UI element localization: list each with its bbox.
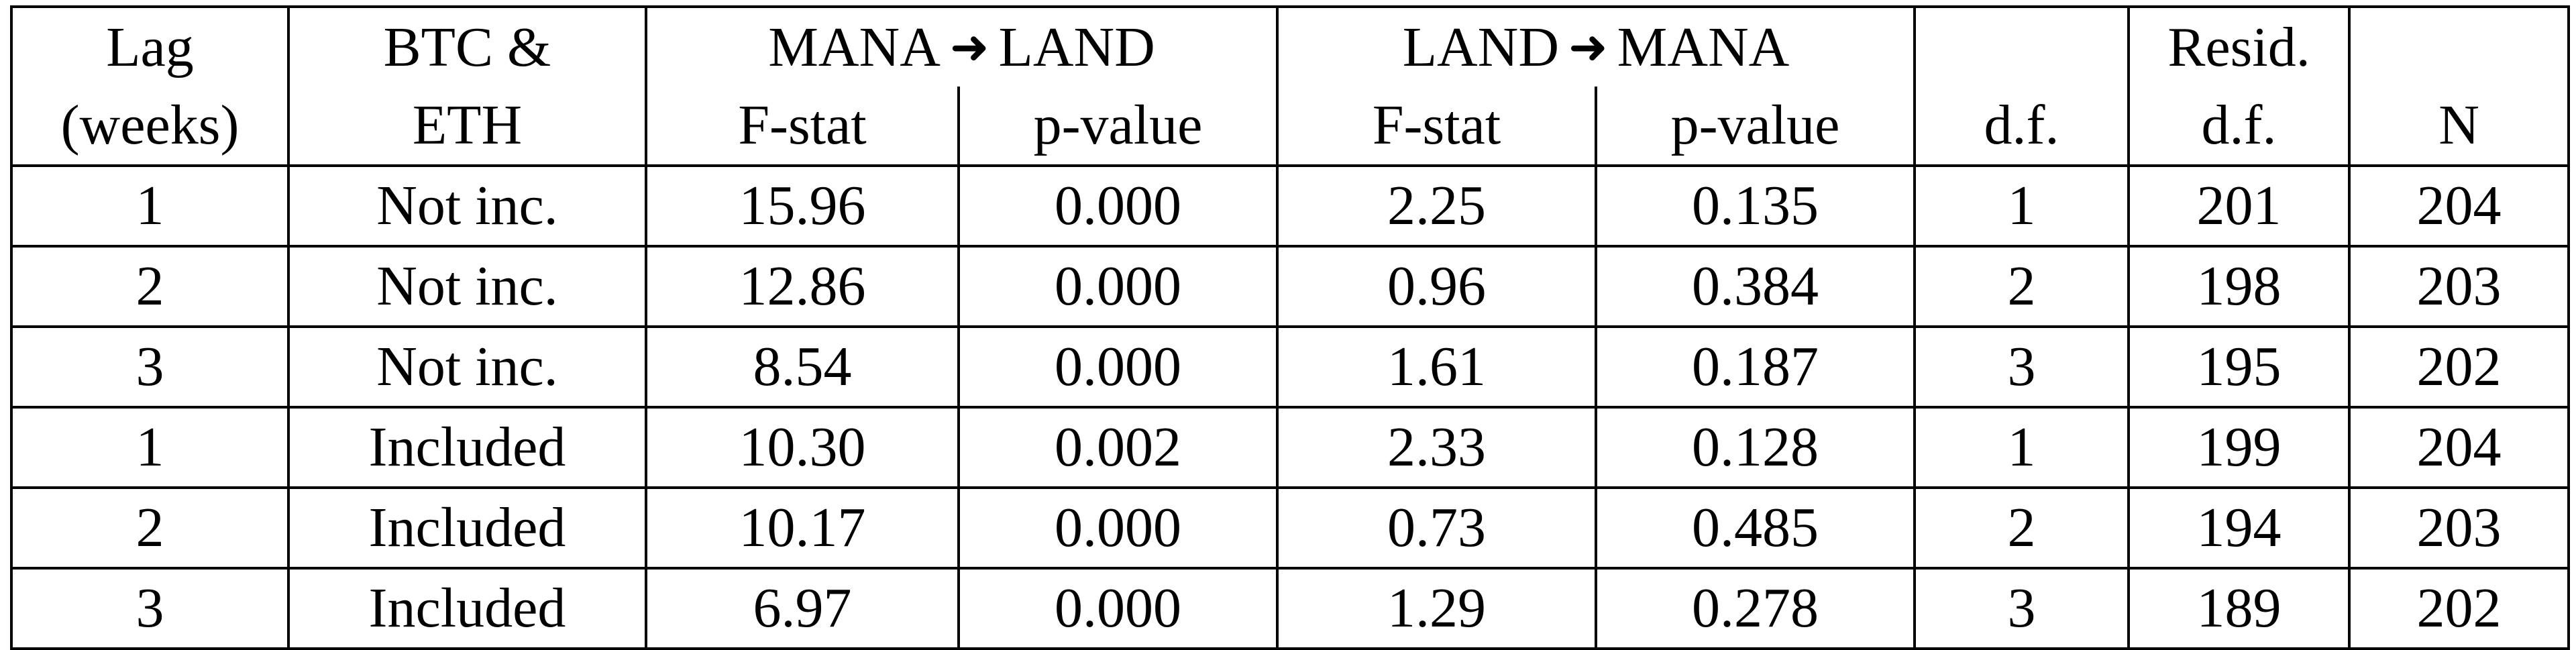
cell-p-value-land-mana: 0.187	[1595, 325, 1917, 409]
header-n: N	[2348, 87, 2571, 167]
right-arrow-icon: ➜	[1568, 19, 1608, 74]
cell-n: 203	[2348, 245, 2571, 328]
cell-p-value-mana-land: 0.002	[957, 406, 1279, 489]
header-lag: Lag	[10, 5, 290, 87]
cell-df: 3	[1913, 567, 2131, 650]
header-df: d.f.	[1913, 87, 2131, 167]
cell-btc-eth: Included	[287, 486, 647, 570]
header-weeks: (weeks)	[10, 87, 290, 167]
cell-resid-df: 198	[2127, 245, 2351, 328]
cell-btc-eth: Included	[287, 567, 647, 650]
cell-df: 1	[1913, 406, 2131, 489]
header-mana-to-land-to: LAND	[998, 16, 1155, 78]
cell-resid-df: 194	[2127, 486, 2351, 570]
header-p-value-1: p-value	[957, 87, 1279, 167]
right-arrow-icon: ➜	[949, 19, 989, 74]
cell-resid-df: 189	[2127, 567, 2351, 650]
header-n-top	[2348, 5, 2571, 87]
header-resid-df: d.f.	[2127, 87, 2351, 167]
cell-p-value-mana-land: 0.000	[957, 325, 1279, 409]
header-mana-to-land: MANA ➜ LAND	[644, 5, 1279, 87]
cell-n: 203	[2348, 486, 2571, 570]
cell-f-stat-land-mana: 0.73	[1276, 486, 1598, 570]
header-df-top	[1913, 5, 2131, 87]
cell-lag: 3	[10, 325, 290, 409]
cell-n: 204	[2348, 406, 2571, 489]
cell-df: 1	[1913, 164, 2131, 248]
cell-p-value-mana-land: 0.000	[957, 245, 1279, 328]
cell-f-stat-mana-land: 10.30	[645, 406, 960, 489]
cell-f-stat-mana-land: 15.96	[645, 164, 960, 248]
header-mana-to-land-from: MANA	[768, 16, 941, 78]
table-row: 1 Not inc. 15.96 0.000 2.25 0.135 1 201 …	[10, 164, 2571, 248]
table-row: 1 Included 10.30 0.002 2.33 0.128 1 199 …	[10, 406, 2571, 489]
cell-p-value-land-mana: 0.135	[1595, 164, 1917, 248]
cell-resid-df: 201	[2127, 164, 2351, 248]
cell-btc-eth: Not inc.	[287, 245, 647, 328]
table-row: 2 Included 10.17 0.000 0.73 0.485 2 194 …	[10, 486, 2571, 570]
cell-df: 2	[1913, 245, 2131, 328]
table-row: 3 Included 6.97 0.000 1.29 0.278 3 189 2…	[10, 567, 2571, 650]
cell-resid-df: 199	[2127, 406, 2351, 489]
cell-f-stat-mana-land: 6.97	[645, 567, 960, 650]
cell-lag: 2	[10, 486, 290, 570]
cell-lag: 1	[10, 164, 290, 248]
table-row: 2 Not inc. 12.86 0.000 0.96 0.384 2 198 …	[10, 245, 2571, 328]
cell-f-stat-land-mana: 1.29	[1276, 567, 1598, 650]
header-eth: ETH	[287, 87, 647, 167]
cell-f-stat-mana-land: 12.86	[645, 245, 960, 328]
cell-p-value-land-mana: 0.278	[1595, 567, 1917, 650]
cell-n: 202	[2348, 567, 2571, 650]
cell-lag: 2	[10, 245, 290, 328]
header-land-to-mana-from: LAND	[1402, 16, 1559, 78]
header-btc-eth: BTC &	[287, 5, 647, 87]
cell-p-value-land-mana: 0.128	[1595, 406, 1917, 489]
cell-btc-eth: Not inc.	[287, 164, 647, 248]
header-row-2: (weeks) ETH F-stat p-value F-stat p-valu…	[10, 87, 2571, 167]
cell-lag: 3	[10, 567, 290, 650]
cell-p-value-land-mana: 0.384	[1595, 245, 1917, 328]
cell-df: 3	[1913, 325, 2131, 409]
header-p-value-2: p-value	[1595, 87, 1917, 167]
table-row: 3 Not inc. 8.54 0.000 1.61 0.187 3 195 2…	[10, 325, 2571, 409]
header-row-1: Lag BTC & MANA ➜ LAND LAND ➜ MANA Resid.	[10, 5, 2571, 87]
cell-n: 204	[2348, 164, 2571, 248]
granger-causality-table: Lag BTC & MANA ➜ LAND LAND ➜ MANA Resid. (we…	[10, 5, 2571, 650]
header-land-to-mana: LAND ➜ MANA	[1276, 5, 1917, 87]
cell-df: 2	[1913, 486, 2131, 570]
cell-p-value-mana-land: 0.000	[957, 164, 1279, 248]
cell-f-stat-land-mana: 2.33	[1276, 406, 1598, 489]
cell-p-value-mana-land: 0.000	[957, 486, 1279, 570]
cell-p-value-land-mana: 0.485	[1595, 486, 1917, 570]
cell-f-stat-land-mana: 0.96	[1276, 245, 1598, 328]
header-land-to-mana-to: MANA	[1617, 16, 1790, 78]
cell-lag: 1	[10, 406, 290, 489]
header-resid: Resid.	[2127, 5, 2351, 87]
cell-n: 202	[2348, 325, 2571, 409]
cell-f-stat-mana-land: 10.17	[645, 486, 960, 570]
cell-f-stat-mana-land: 8.54	[645, 325, 960, 409]
header-f-stat-2: F-stat	[1276, 87, 1598, 167]
cell-p-value-mana-land: 0.000	[957, 567, 1279, 650]
header-f-stat-1: F-stat	[645, 87, 960, 167]
cell-btc-eth: Included	[287, 406, 647, 489]
cell-resid-df: 195	[2127, 325, 2351, 409]
cell-f-stat-land-mana: 1.61	[1276, 325, 1598, 409]
cell-f-stat-land-mana: 2.25	[1276, 164, 1598, 248]
cell-btc-eth: Not inc.	[287, 325, 647, 409]
